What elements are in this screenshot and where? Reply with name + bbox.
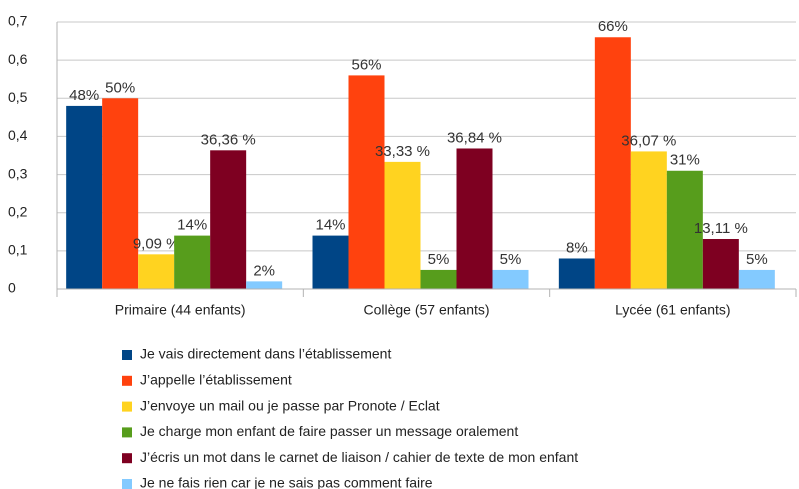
bar bbox=[420, 269, 457, 289]
legend-label: J’écris un mot dans le carnet de liaison… bbox=[140, 449, 578, 465]
bar bbox=[702, 238, 739, 289]
y-tick-label: 0,2 bbox=[8, 203, 28, 219]
x-tick-label: Primaire (44 enfants) bbox=[115, 302, 246, 318]
bar bbox=[348, 75, 385, 290]
bar bbox=[174, 235, 211, 289]
y-tick-label: 0,3 bbox=[8, 165, 28, 181]
bar bbox=[558, 258, 595, 289]
y-tick-label: 0 bbox=[8, 280, 16, 296]
data-label: 50% bbox=[105, 79, 135, 96]
data-label: 5% bbox=[500, 251, 522, 268]
legend-label: Je vais directement dans l’établissement bbox=[140, 346, 391, 362]
bar bbox=[456, 148, 493, 289]
data-label: 36,07 % bbox=[621, 132, 676, 149]
data-label: 2% bbox=[253, 262, 275, 279]
legend-label: J’appelle l’établissement bbox=[140, 372, 292, 388]
y-tick-label: 0,4 bbox=[8, 127, 28, 143]
data-label: 36,36 % bbox=[201, 131, 256, 148]
bar bbox=[492, 269, 529, 289]
data-label: 13,11 % bbox=[694, 220, 748, 237]
data-label: 56% bbox=[351, 56, 381, 73]
legend-swatch bbox=[122, 427, 132, 438]
data-label: 48% bbox=[69, 87, 99, 104]
data-label: 8% bbox=[566, 239, 588, 256]
y-tick-label: 0,5 bbox=[8, 89, 28, 105]
legend-swatch bbox=[122, 350, 132, 360]
bar bbox=[594, 37, 631, 289]
data-label: 14% bbox=[177, 217, 207, 234]
bar bbox=[66, 105, 103, 290]
bar bbox=[210, 150, 247, 289]
y-tick-label: 0,7 bbox=[8, 13, 28, 29]
data-label: 66% bbox=[598, 18, 628, 35]
data-label: 5% bbox=[428, 251, 450, 268]
legend-swatch bbox=[122, 375, 132, 386]
bar bbox=[630, 151, 667, 289]
legend-swatch bbox=[122, 401, 132, 412]
y-tick-label: 0,6 bbox=[8, 51, 28, 67]
bar bbox=[666, 170, 703, 289]
legend-swatch bbox=[122, 479, 132, 489]
data-label: 9,09 % bbox=[133, 235, 180, 252]
data-label: 36,84 % bbox=[447, 129, 502, 146]
data-label: 5% bbox=[746, 251, 768, 268]
data-label: 14% bbox=[315, 217, 345, 234]
bar bbox=[102, 98, 139, 290]
bar bbox=[312, 235, 349, 289]
x-tick-label: Lycée (61 enfants) bbox=[615, 302, 730, 318]
x-tick-label: Collège (57 enfants) bbox=[363, 302, 489, 318]
legend-label: Je ne fais rien car je ne sais pas comme… bbox=[140, 475, 433, 489]
data-label: 31% bbox=[670, 152, 700, 169]
bar bbox=[384, 161, 421, 289]
legend-swatch bbox=[122, 453, 132, 464]
bar bbox=[738, 269, 775, 289]
legend-label: J’envoye un mail ou je passe par Pronote… bbox=[140, 397, 440, 413]
y-tick-label: 0,1 bbox=[8, 242, 28, 258]
bar bbox=[138, 254, 175, 289]
data-label: 33,33 % bbox=[375, 143, 430, 160]
bar bbox=[246, 281, 283, 289]
legend-label: Je charge mon enfant de faire passer un … bbox=[140, 423, 518, 439]
